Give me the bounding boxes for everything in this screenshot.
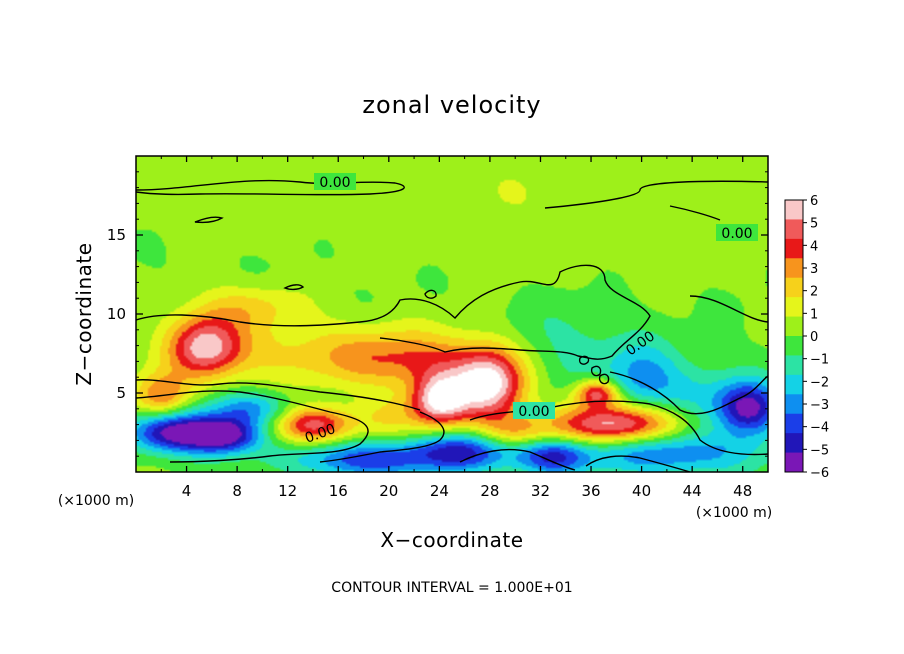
x-unit-label-right: (×1000 m) xyxy=(696,505,772,521)
colorbar-tick-label: −4 xyxy=(810,421,829,436)
x-axis-ticks: 4 8 12 16 20 24 28 32 36 40 44 48 xyxy=(160,156,769,500)
colorbar-tick-label: 4 xyxy=(810,239,818,254)
chart-title: zonal velocity xyxy=(362,91,541,119)
x-tick-label: 28 xyxy=(480,482,499,500)
colorbar-swatch xyxy=(785,355,803,376)
x-axis-title: X−coordinate xyxy=(380,528,523,552)
contour-line xyxy=(319,411,445,463)
y-tick-label: 10 xyxy=(107,305,126,323)
x-tick-label: 36 xyxy=(581,482,600,500)
colorbar-swatch xyxy=(785,336,803,356)
contour-interval-note: CONTOUR INTERVAL = 1.000E+01 xyxy=(331,580,572,596)
colorbar-tick-label: −6 xyxy=(810,466,829,481)
y-tick-label: 5 xyxy=(116,384,126,402)
colorbar: 6 5 4 3 2 1 0 −1 −2 −3 −4 −5 −6 xyxy=(784,194,829,481)
x-tick-label: 48 xyxy=(733,482,752,500)
contour-line xyxy=(136,179,405,196)
colorbar-swatch xyxy=(785,374,803,395)
colorbar-swatch xyxy=(785,200,803,220)
colorbar-swatch xyxy=(785,277,803,298)
contour-line xyxy=(544,180,768,209)
contour-line xyxy=(194,216,224,224)
colorbar-tick-label: 5 xyxy=(810,217,818,232)
colorbar-tick-label: 1 xyxy=(810,307,818,322)
x-tick-label: 24 xyxy=(430,482,449,500)
velocity-field xyxy=(136,156,768,472)
colorbar-tick-label: −5 xyxy=(810,443,829,458)
contour-line xyxy=(136,264,651,360)
x-tick-label: 12 xyxy=(278,482,297,500)
contour-line xyxy=(689,295,768,323)
contour-line xyxy=(424,289,437,299)
y-axis-ticks: 5 10 15 xyxy=(107,171,768,457)
x-tick-label: 32 xyxy=(531,482,550,500)
colorbar-swatch xyxy=(785,219,803,240)
x-tick-label: 40 xyxy=(632,482,651,500)
contour-label: 0.00 xyxy=(721,226,752,242)
colorbar-swatch xyxy=(785,258,803,279)
colorbar-tick-label: −3 xyxy=(810,398,829,413)
contour-line xyxy=(590,365,602,377)
colorbar-swatch xyxy=(785,316,803,337)
colorbar-tick-label: −1 xyxy=(810,353,829,368)
colorbar-tick-label: 2 xyxy=(810,285,818,300)
contour-line xyxy=(669,205,721,221)
contour-labels: 0.00 0.00 0.00 0.00 0.00 xyxy=(303,173,758,447)
x-unit-label-left: (×1000 m) xyxy=(58,493,134,509)
colorbar-tick-label: 0 xyxy=(810,330,818,345)
contour-label: 0.00 xyxy=(319,175,350,191)
y-axis-title: Z−coordinate xyxy=(72,242,96,385)
contour-line xyxy=(585,455,691,472)
colorbar-swatch xyxy=(785,394,803,415)
contour-label: 0.00 xyxy=(518,404,549,420)
colorbar-swatch xyxy=(785,238,803,259)
contour-line xyxy=(136,379,421,411)
colorbar-swatch xyxy=(785,413,803,434)
y-tick-label: 15 xyxy=(107,226,126,244)
contour-line xyxy=(459,448,576,471)
colorbar-tick-label: 3 xyxy=(810,262,818,277)
colorbar-tick-label: −2 xyxy=(810,375,829,390)
colorbar-swatch xyxy=(785,452,803,473)
x-tick-label: 4 xyxy=(182,482,192,500)
colorbar-swatch xyxy=(785,297,803,318)
contour-line xyxy=(609,371,768,415)
contour-line xyxy=(598,373,610,385)
x-tick-label: 20 xyxy=(379,482,398,500)
x-tick-label: 8 xyxy=(232,482,242,500)
contour-line xyxy=(136,390,369,463)
colorbar-swatch xyxy=(785,433,803,454)
contour-line xyxy=(578,355,590,365)
contour-line xyxy=(283,284,305,291)
colorbar-tick-label: 6 xyxy=(810,194,818,209)
x-tick-label: 16 xyxy=(329,482,348,500)
x-tick-label: 44 xyxy=(683,482,702,500)
